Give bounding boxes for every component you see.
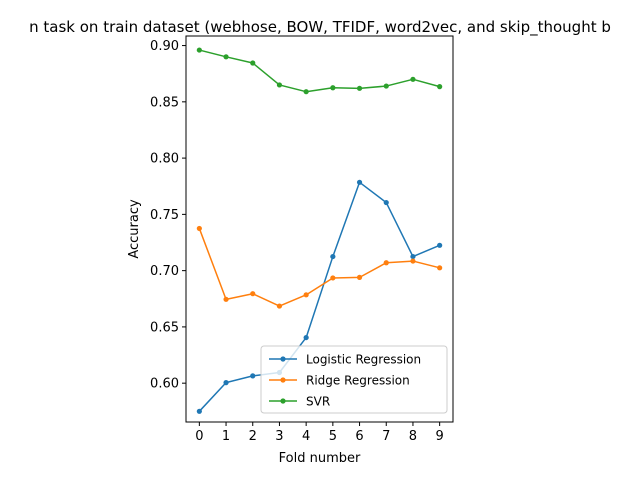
legend-box	[260, 345, 448, 414]
legend-entry-label: SVR	[306, 395, 330, 409]
y-tick-label: 0.60	[150, 377, 179, 392]
data-point	[356, 274, 363, 280]
data-point	[356, 85, 363, 91]
x-tick-label: 6	[355, 429, 363, 444]
y-tick-label: 0.65	[150, 320, 179, 335]
x-tick-label: 2	[249, 429, 257, 444]
y-tick-label: 0.90	[150, 39, 179, 54]
x-tick-label: 9	[436, 429, 444, 444]
series-layer	[196, 47, 443, 414]
legend-swatch-marker	[280, 356, 286, 362]
data-point	[250, 291, 256, 297]
x-tick-label: 7	[382, 429, 390, 444]
data-point	[383, 83, 389, 89]
data-point	[330, 275, 336, 281]
x-axis-label: Fold number	[279, 451, 361, 466]
data-point	[276, 82, 283, 88]
legend-entry-label: Logistic Regression	[306, 353, 421, 367]
y-axis-label: Accuracy	[127, 199, 142, 259]
data-point	[410, 76, 416, 82]
data-point	[383, 199, 389, 206]
y-axis-ticks: 0.60 0.65 0.70 0.75 0.80 0.85 0.90	[150, 39, 186, 392]
x-tick-label: 8	[409, 429, 417, 444]
legend: Logistic Regression Ridge Regression SVR	[260, 345, 448, 414]
data-point	[196, 225, 202, 232]
legend-swatch-marker	[280, 398, 286, 404]
data-point	[437, 242, 443, 248]
data-point	[383, 260, 389, 266]
x-tick-label: 4	[302, 429, 310, 444]
data-point	[303, 89, 309, 95]
axes-frame	[185, 35, 454, 423]
data-point	[223, 380, 229, 386]
data-point	[250, 60, 256, 66]
data-point	[303, 292, 309, 298]
data-point	[196, 408, 202, 414]
data-point	[410, 253, 416, 260]
y-tick-label: 0.75	[150, 208, 179, 223]
data-point	[437, 84, 443, 90]
x-tick-label: 1	[222, 429, 230, 444]
data-point	[223, 54, 229, 60]
series-line-0	[198, 181, 440, 412]
data-point	[356, 179, 363, 185]
series-line-2	[199, 49, 440, 93]
data-point	[250, 373, 256, 379]
x-tick-label: 3	[275, 429, 283, 444]
y-tick-label: 0.70	[150, 264, 179, 279]
legend-swatch-marker	[280, 377, 286, 383]
x-axis-ticks: 0 1 2 3 4 5 6 7 8 9	[195, 422, 444, 444]
chart-title: n task on train dataset (webhose, BOW, T…	[29, 18, 611, 37]
data-point	[330, 253, 336, 260]
series-line-1	[198, 228, 440, 307]
legend-entry-label: Ridge Regression	[306, 374, 410, 388]
y-tick-label: 0.80	[150, 152, 179, 167]
y-tick-label: 0.85	[150, 95, 179, 110]
data-point	[303, 334, 309, 341]
x-tick-label: 0	[195, 429, 203, 444]
data-point	[223, 296, 229, 302]
x-tick-label: 5	[329, 429, 337, 444]
data-point	[437, 265, 443, 271]
data-point	[410, 258, 416, 264]
data-point	[330, 85, 336, 91]
data-point	[276, 303, 283, 309]
data-point	[196, 47, 202, 53]
